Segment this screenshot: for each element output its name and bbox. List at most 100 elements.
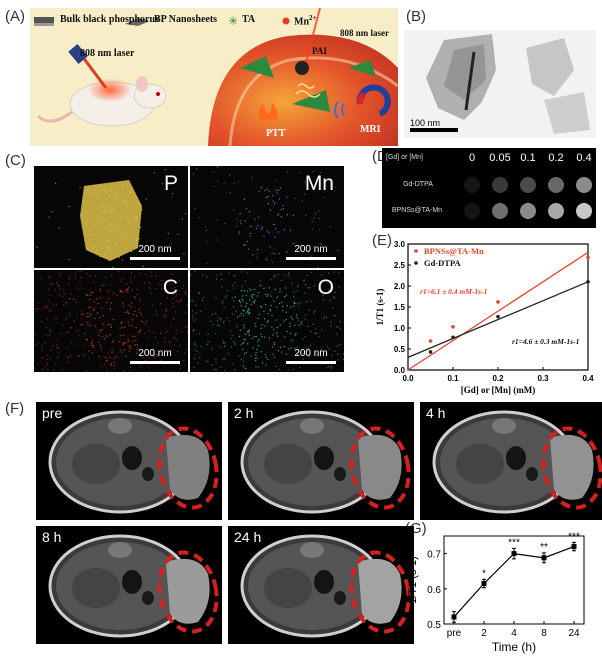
significance-marker: ***	[508, 537, 520, 548]
x-tick-label: 0.4	[582, 374, 594, 383]
y-tick-label: 2.0	[394, 282, 406, 291]
mri-scan: 8 h	[36, 526, 222, 644]
eds-scale-bar: 200 nm	[130, 348, 180, 364]
mri-scan: 24 h	[228, 526, 414, 644]
mri-scan: 2 h	[228, 402, 414, 520]
fit-line	[407, 281, 589, 358]
tumor-outline	[157, 550, 219, 634]
data-point	[586, 255, 590, 260]
x-tick-label: 0.1	[447, 374, 459, 383]
data-point	[451, 614, 457, 620]
x-tick-label: 0.2	[492, 374, 504, 383]
legend-mn: Mn2+	[294, 14, 317, 28]
eds-element-label: C	[162, 276, 178, 299]
eds-element-label: Mn	[304, 172, 334, 195]
schematic-panel: ✳	[30, 8, 398, 146]
data-point	[496, 314, 500, 319]
mri-scan: 4 h	[420, 402, 602, 520]
phantom-well-bp	[576, 203, 592, 219]
y-tick-label: 3.0	[394, 240, 406, 249]
bulk-bp-icon	[34, 17, 54, 23]
mn-icon	[282, 17, 290, 25]
t1-phantom-panel: [Gd] or [Mn] 0 0.05 0.1 0.2 0.4 Gd-DTPA BPNS…	[382, 148, 596, 228]
laser-device-left	[68, 44, 108, 89]
ptt-label: PTT	[266, 128, 286, 139]
data-point	[428, 350, 433, 354]
data-point	[481, 581, 487, 587]
phantom-well-gd	[520, 177, 536, 193]
legend-marker	[414, 261, 418, 265]
significance-marker: **	[540, 542, 548, 553]
panel-label-e: (E)	[372, 232, 392, 249]
significance-marker: *	[482, 568, 486, 579]
eds-scale-bar: 200 nm	[130, 244, 180, 260]
y-tick-label: 1.5	[394, 303, 406, 312]
legend-bp-nanosheets: BP Nanosheets	[154, 14, 218, 25]
relaxivity-annotation: r1=6.1 ± 0.4 mM-1s-1	[420, 287, 487, 296]
eds-map-mn: Mn 200 nm	[190, 166, 344, 268]
pai-label: PAI	[312, 46, 327, 56]
data-point	[451, 324, 455, 329]
phantom-concentration-label: 0	[468, 152, 476, 164]
mri-timepoint-label: 24 h	[234, 529, 262, 545]
ta-icon: ✳	[228, 14, 238, 28]
legend-ta: TA	[242, 14, 256, 25]
phantom-wells	[464, 177, 592, 219]
tem-image: 100 nm	[404, 30, 596, 138]
flame-icon	[258, 102, 278, 120]
legend-bulk-bp: Bulk black phosphorus	[60, 14, 159, 25]
tumor-outline	[349, 550, 411, 634]
phantom-well-gd	[548, 177, 564, 193]
panel-label-c: (C)	[5, 152, 26, 169]
panel-label-a: (A)	[5, 8, 25, 25]
data-point	[428, 339, 433, 343]
relaxivity-chart: 0.0 0.1 0.2 0.3 0.4 0.0 0.5 1.0 1.5 2.0 2.5 3.0 BPNS…	[375, 240, 594, 395]
significance-marker: ***	[568, 531, 580, 542]
schematic-illustration: ✳	[34, 8, 398, 146]
phantom-concentration-label: 0.2	[548, 152, 564, 164]
x-tick-label: 0.3	[537, 374, 549, 383]
y-tick-label: 0.5	[427, 620, 441, 631]
tumor-outline	[157, 426, 219, 510]
eds-map-p: P 200 nm	[34, 166, 188, 268]
phantom-row-label-bp: BPNSs@TA-Mn	[391, 207, 443, 214]
legend-label: Gd-DTPA	[424, 258, 462, 268]
y-tick-label: 0.0	[394, 366, 406, 375]
eds-element-label: O	[317, 276, 334, 299]
eds-scale-bar: 200 nm	[286, 244, 336, 260]
phantom-well-gd	[576, 177, 592, 193]
y-axis-label: 1/T1 (s-1)	[375, 289, 385, 326]
y-tick-label: 0.6	[427, 585, 441, 596]
phantom-well-bp	[492, 203, 508, 219]
time-course-chart: 0.5 0.6 0.7 pre 2 * 4 *** 8 ** 24 *** Time (h) 1/T1 (…	[407, 531, 585, 654]
legend-marker	[414, 249, 418, 253]
y-axis-label: 1/T1 (s-1)	[407, 556, 419, 604]
x-tick-label: pre	[447, 628, 462, 639]
y-tick-label: 1.0	[394, 324, 406, 333]
phantom-concentration-label: 0.4	[576, 152, 592, 164]
mri-timepoint-label: 2 h	[234, 405, 254, 421]
laser-label-left: 808 nm laser	[80, 48, 135, 59]
x-axis-label: Time (h)	[492, 640, 536, 654]
fit-line	[407, 251, 589, 371]
mri-timepoint-label: 8 h	[42, 529, 62, 545]
x-tick-label: 2	[481, 628, 487, 639]
phantom-well-gd	[492, 177, 508, 193]
y-tick-label: 0.5	[394, 345, 406, 354]
phantom-row-label-gd: Gd-DTPA	[403, 181, 433, 188]
x-tick-label: 8	[541, 628, 547, 639]
panel-label-b: (B)	[406, 8, 426, 25]
eds-map-o: O 200 nm	[190, 270, 344, 372]
x-tick-label: 4	[511, 628, 517, 639]
tumor-outline	[541, 426, 602, 510]
data-point	[586, 280, 590, 284]
mri-timepoint-label: 4 h	[426, 405, 446, 421]
relaxivity-annotation: r1=4.6 ± 0.3 mM-1s-1	[512, 337, 579, 346]
panel-label-f: (F)	[5, 400, 25, 417]
data-point	[541, 555, 547, 561]
y-tick-label: 0.7	[427, 550, 441, 561]
eds-element-label: P	[163, 172, 178, 195]
tumor-outline	[349, 426, 411, 510]
eds-scale-bar: 200 nm	[286, 348, 336, 364]
eds-map-c: C 200 nm	[34, 270, 188, 372]
